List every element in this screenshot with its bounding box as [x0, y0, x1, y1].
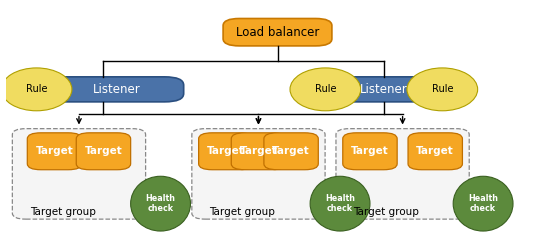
Text: Listener: Listener: [93, 83, 141, 96]
Ellipse shape: [453, 176, 513, 231]
Text: Target: Target: [36, 146, 73, 156]
Text: Target: Target: [207, 146, 245, 156]
Ellipse shape: [310, 176, 370, 231]
Ellipse shape: [407, 68, 478, 111]
Text: Target group: Target group: [30, 207, 95, 217]
Text: Load balancer: Load balancer: [236, 26, 319, 39]
FancyBboxPatch shape: [343, 133, 397, 170]
Text: Rule: Rule: [26, 84, 47, 94]
FancyBboxPatch shape: [304, 77, 464, 102]
FancyBboxPatch shape: [27, 133, 82, 170]
Text: Listener: Listener: [360, 83, 407, 96]
Text: Rule: Rule: [432, 84, 453, 94]
Text: Target: Target: [416, 146, 454, 156]
Text: Health
check: Health check: [145, 194, 175, 213]
FancyBboxPatch shape: [192, 129, 325, 219]
Ellipse shape: [1, 68, 72, 111]
FancyBboxPatch shape: [223, 18, 332, 46]
FancyBboxPatch shape: [23, 77, 184, 102]
Text: Health
check: Health check: [468, 194, 498, 213]
FancyBboxPatch shape: [12, 129, 145, 219]
Text: Rule: Rule: [315, 84, 336, 94]
Text: Target: Target: [84, 146, 122, 156]
FancyBboxPatch shape: [264, 133, 319, 170]
FancyBboxPatch shape: [408, 133, 462, 170]
FancyBboxPatch shape: [336, 129, 469, 219]
Text: Target group: Target group: [354, 207, 419, 217]
Text: Target: Target: [240, 146, 278, 156]
Ellipse shape: [290, 68, 361, 111]
FancyBboxPatch shape: [76, 133, 130, 170]
Text: Health
check: Health check: [325, 194, 355, 213]
Text: Target: Target: [272, 146, 310, 156]
Ellipse shape: [130, 176, 190, 231]
Text: Target group: Target group: [209, 207, 275, 217]
FancyBboxPatch shape: [231, 133, 286, 170]
FancyBboxPatch shape: [199, 133, 253, 170]
Text: Target: Target: [351, 146, 389, 156]
